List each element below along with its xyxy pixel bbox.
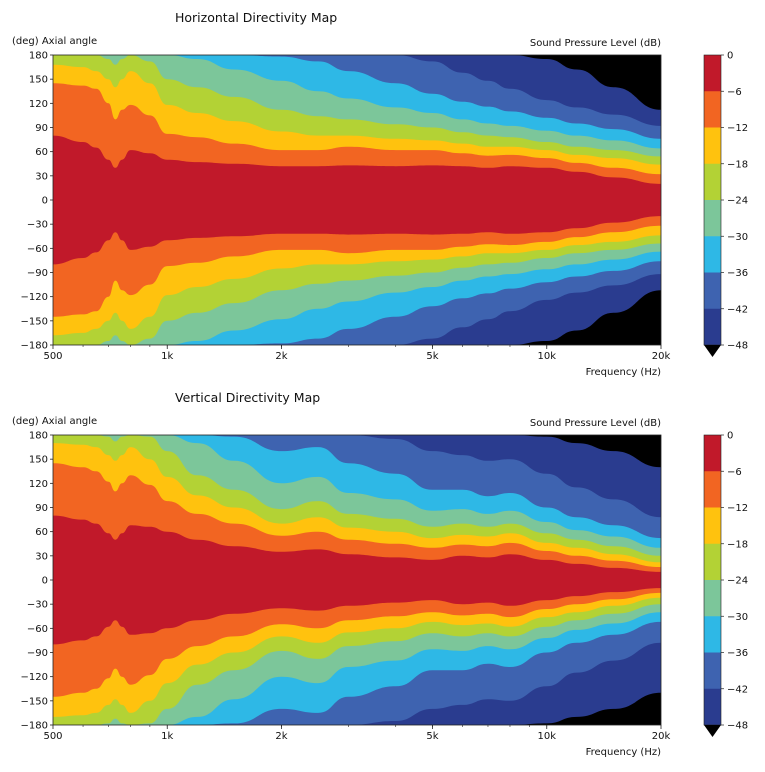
colorbar-label: Sound Pressure Level (dB) (530, 38, 661, 49)
x-tick-label: 10k (537, 351, 556, 362)
y-tick-label: −150 (21, 696, 48, 707)
chart-title: Horizontal Directivity Map (175, 10, 337, 25)
x-axis-ticks: 500 1k 2k 5k 10k 20k (43, 725, 670, 742)
y-tick-label: 0 (42, 196, 48, 207)
colorbar-swatch (704, 543, 721, 581)
y-tick-label: 30 (35, 551, 48, 562)
y-tick-label: −120 (21, 672, 48, 683)
y-tick-label: −90 (27, 268, 48, 279)
y-tick-label: 180 (29, 431, 48, 442)
chart-title: Vertical Directivity Map (175, 390, 320, 405)
colorbar-extend-arrow (704, 345, 721, 357)
colorbar-tick-label: −12 (727, 123, 748, 134)
colorbar-tick-label: −24 (727, 196, 748, 207)
colorbar-swatch (704, 200, 721, 237)
y-tick-label: 60 (35, 527, 48, 538)
y-tick-label: −180 (21, 721, 48, 732)
colorbar-swatch (704, 471, 721, 508)
colorbar-tick-label: −48 (727, 721, 748, 732)
x-tick-label: 5k (426, 731, 438, 742)
colorbar-swatch (704, 55, 721, 92)
horizontal-directivity-panel: Horizontal Directivity Map (deg) Axial a… (12, 10, 748, 378)
y-tick-label: 180 (29, 51, 48, 62)
colorbar-tick-label: −30 (727, 232, 748, 243)
y-tick-label: −150 (21, 316, 48, 327)
x-tick-label: 2k (275, 351, 287, 362)
y-tick-label: 0 (42, 576, 48, 587)
y-axis-ticks: 180 150 120 90 60 30 0 −30 −60 −90 −120 −150 −180 (21, 51, 53, 352)
colorbar-tick-label: −42 (727, 304, 748, 315)
colorbar-swatch (704, 507, 721, 545)
colorbar-tick-label: −6 (727, 87, 742, 98)
x-tick-label: 10k (537, 731, 556, 742)
x-tick-label: 20k (652, 731, 671, 742)
colorbar-tick-label: 0 (727, 51, 733, 62)
x-axis-label: Frequency (Hz) (586, 367, 662, 378)
colorbar-swatch (704, 91, 721, 128)
y-tick-label: 120 (29, 479, 48, 490)
x-tick-label: 5k (426, 351, 438, 362)
y-tick-label: 60 (35, 147, 48, 158)
x-tick-label: 500 (43, 351, 62, 362)
colorbar-tick-label: −12 (727, 503, 748, 514)
contour-plot-area (52, 54, 662, 346)
y-tick-label: 90 (35, 123, 48, 134)
colorbar-swatch (704, 272, 721, 310)
y-axis-label: (deg) Axial angle (12, 416, 97, 427)
y-axis-ticks: 180 150 120 90 60 30 0 −30 −60 −90 −120 −150 −180 (21, 431, 53, 732)
x-tick-label: 1k (161, 351, 173, 362)
contour-band-minus6-db (53, 135, 661, 265)
y-tick-label: −90 (27, 648, 48, 659)
colorbar-swatch (704, 652, 721, 690)
y-tick-label: 150 (29, 455, 48, 466)
colorbar-tick-label: −30 (727, 612, 748, 623)
y-tick-label: −180 (21, 341, 48, 352)
colorbar-swatch (704, 236, 721, 273)
colorbar-tick-label: −42 (727, 684, 748, 695)
colorbar-tick-label: −36 (727, 648, 748, 659)
colorbar-tick-label: −6 (727, 467, 742, 478)
colorbar-tick-label: −36 (727, 268, 748, 279)
y-tick-label: −60 (27, 244, 48, 255)
colorbar-swatch (704, 127, 721, 165)
colorbar-tick-label: −18 (727, 159, 748, 170)
y-tick-label: 150 (29, 75, 48, 86)
x-tick-label: 20k (652, 351, 671, 362)
colorbar-tick-label: −48 (727, 341, 748, 352)
y-tick-label: −60 (27, 624, 48, 635)
y-tick-label: −120 (21, 292, 48, 303)
contour-band-minus6-db (53, 515, 661, 645)
vertical-directivity-panel: Vertical Directivity Map (deg) Axial ang… (12, 390, 748, 758)
colorbar-label: Sound Pressure Level (dB) (530, 418, 661, 429)
x-tick-label: 2k (275, 731, 287, 742)
colorbar-swatch (704, 435, 721, 472)
x-tick-label: 500 (43, 731, 62, 742)
colorbar: 0 −6 −12 −18 −24 −30 −36 −42 −48 (703, 51, 748, 357)
colorbar-tick-label: 0 (727, 431, 733, 442)
y-tick-label: 90 (35, 503, 48, 514)
y-axis-label: (deg) Axial angle (12, 36, 97, 47)
x-axis-label: Frequency (Hz) (586, 747, 662, 758)
colorbar-swatch (704, 580, 721, 617)
x-tick-label: 1k (161, 731, 173, 742)
colorbar-extend-arrow (704, 725, 721, 737)
colorbar: 0 −6 −12 −18 −24 −30 −36 −42 −48 (703, 431, 748, 737)
y-tick-label: 120 (29, 99, 48, 110)
y-tick-label: −30 (27, 220, 48, 231)
y-tick-label: −30 (27, 600, 48, 611)
x-axis-ticks: 500 1k 2k 5k 10k 20k (43, 345, 670, 362)
colorbar-swatch (704, 308, 721, 346)
y-tick-label: 30 (35, 171, 48, 182)
colorbar-swatch (704, 616, 721, 653)
colorbar-swatch (704, 163, 721, 201)
colorbar-swatch (704, 688, 721, 726)
contour-plot-area (52, 434, 662, 726)
colorbar-tick-label: −18 (727, 539, 748, 550)
colorbar-tick-label: −24 (727, 576, 748, 587)
